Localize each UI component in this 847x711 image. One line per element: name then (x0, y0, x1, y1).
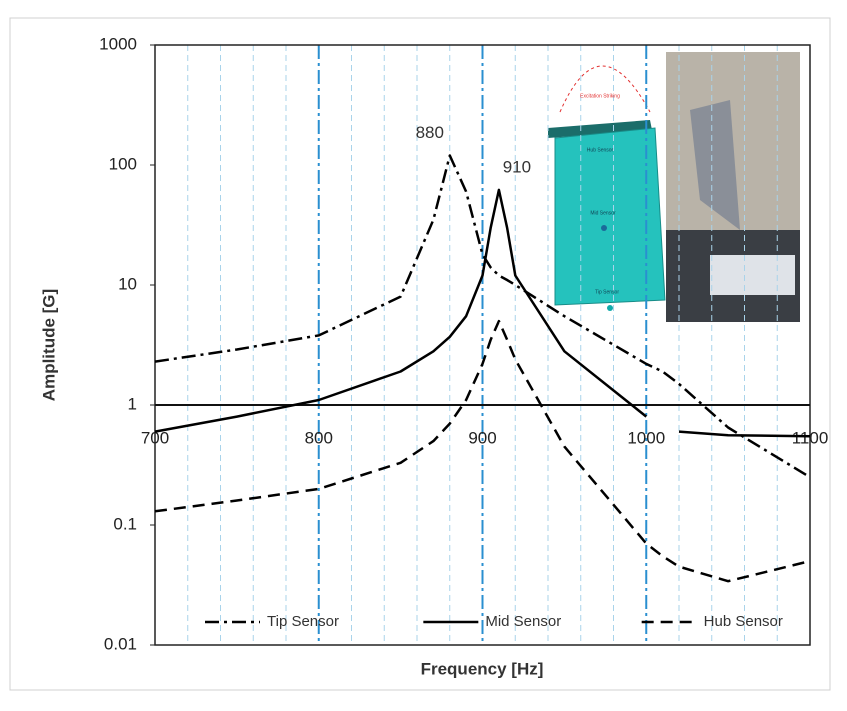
peak-annotation: 880 (416, 123, 444, 142)
sensor-dot (601, 225, 607, 231)
legend-label: Hub Sensor (704, 613, 783, 630)
photo-object (690, 100, 740, 230)
peak-annotation: 910 (503, 157, 531, 176)
x-axis-label: Frequency [Hz] (421, 659, 544, 678)
x-tick-label: 900 (468, 428, 496, 447)
y-tick-label: 1000 (99, 34, 137, 53)
legend-label: Tip Sensor (267, 613, 339, 630)
inset-label: Mid Sensor (590, 210, 616, 216)
x-tick-label: 800 (305, 428, 333, 447)
inset-label: Hub Sensor (587, 147, 614, 153)
x-tick-label: 700 (141, 428, 169, 447)
strike-arc (559, 65, 651, 113)
series-line (154, 319, 811, 583)
legend-label: Mid Sensor (485, 613, 561, 630)
sensor-dot (607, 305, 613, 311)
series-line (154, 188, 811, 438)
y-tick-label: 100 (109, 154, 137, 173)
y-tick-label: 0.01 (104, 634, 137, 653)
y-tick-label: 1 (128, 394, 137, 413)
y-tick-label: 10 (118, 274, 137, 293)
blade (554, 127, 666, 306)
photo-device (710, 255, 795, 295)
inset-label: Tip Sensor (595, 289, 619, 295)
blade-hub (548, 120, 652, 138)
series-line (154, 154, 811, 479)
plot-frame (154, 44, 811, 646)
y-tick-label: 0.1 (113, 514, 137, 533)
inset-label: Excitation Striking (580, 93, 620, 99)
x-tick-label: 1000 (627, 428, 665, 447)
x-tick-label: 1100 (792, 428, 829, 447)
y-axis-label: Amplitude [G] (39, 289, 58, 401)
